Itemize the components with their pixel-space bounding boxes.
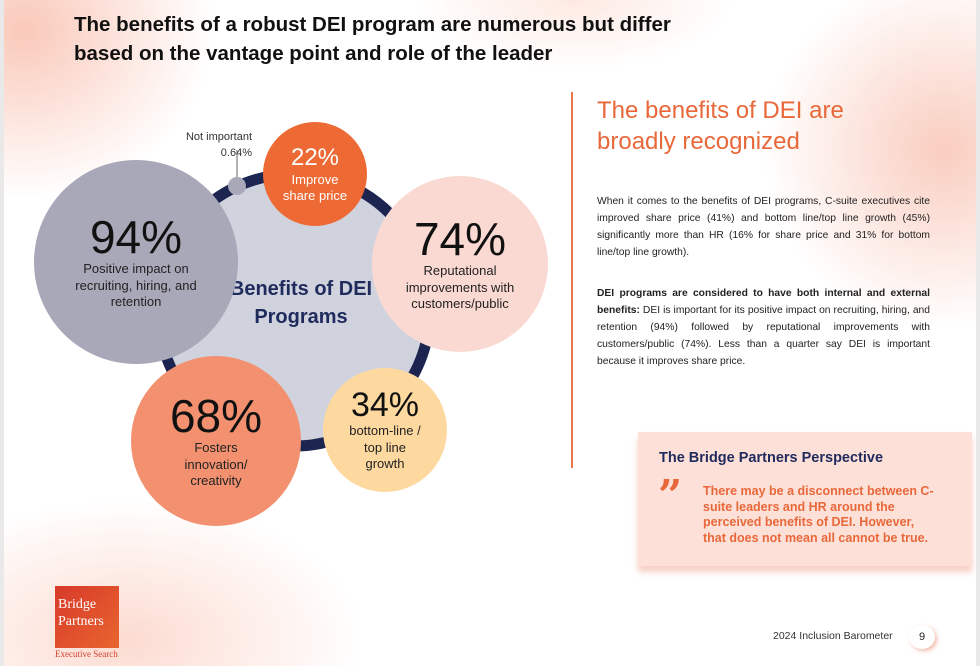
benefit-value: 74% (413, 213, 507, 266)
not-important-label: Not important 0.64% (172, 129, 252, 161)
paragraph-body: DEI is important for its positive impact… (597, 305, 930, 367)
benefit-value: 68% (169, 390, 263, 443)
perspective-text: There may be a disconnect between C-suit… (703, 484, 934, 545)
section-heading: The benefits of DEI are broadly recogniz… (597, 97, 844, 155)
paragraph-lead: DEI programs are considered to have both… (597, 288, 930, 316)
report-name: 2024 Inclusion Barometer (773, 630, 893, 642)
benefit-value: 94% (89, 211, 183, 264)
benefit-growth: 34% bottom-line / top line growth (323, 368, 447, 492)
divider (571, 92, 573, 468)
benefit-label: Positive impact on recruiting, hiring, a… (75, 261, 197, 310)
benefit-value: 22% (290, 143, 340, 171)
paragraph: DEI programs are considered to have both… (597, 285, 930, 370)
logo-tagline: Executive Search (55, 649, 118, 659)
benefit-label: Improve share price (282, 171, 348, 204)
benefit-label: Reputational improvements with customers… (405, 263, 515, 312)
not-important-text: Not important (185, 131, 252, 143)
perspective-box: The Bridge Partners Perspective ” There … (638, 432, 972, 566)
logo-line: Bridge (58, 597, 97, 612)
logo-line: Partners (58, 614, 104, 629)
benefit-reputational: 74% Reputational improvements with custo… (372, 176, 548, 352)
benefit-recruiting: 94% Positive impact on recruiting, hirin… (34, 160, 238, 364)
page-title: The benefits of a robust DEI program are… (74, 13, 671, 65)
logo: Bridge Partners (55, 586, 119, 648)
paragraph: When it comes to the benefits of DEI pro… (597, 196, 930, 258)
page-number: 9 (909, 625, 935, 649)
benefit-value: 34% (350, 386, 420, 425)
benefit-share-price: 22% Improve share price (263, 122, 367, 226)
benefit-innovation: 68% Fosters innovation/ creativity (131, 356, 301, 526)
not-important-dot (228, 177, 246, 195)
quote-icon: ” (658, 471, 683, 520)
not-important-value: 0.64% (220, 147, 252, 159)
benefit-label: Fosters innovation/ creativity (184, 440, 248, 489)
benefit-label: bottom-line / top line growth (349, 423, 421, 472)
report-page: The benefits of a robust DEI program are… (4, 0, 976, 666)
center-label: Benefits of DEI Programs (229, 278, 373, 328)
perspective-title: The Bridge Partners Perspective (659, 450, 884, 466)
